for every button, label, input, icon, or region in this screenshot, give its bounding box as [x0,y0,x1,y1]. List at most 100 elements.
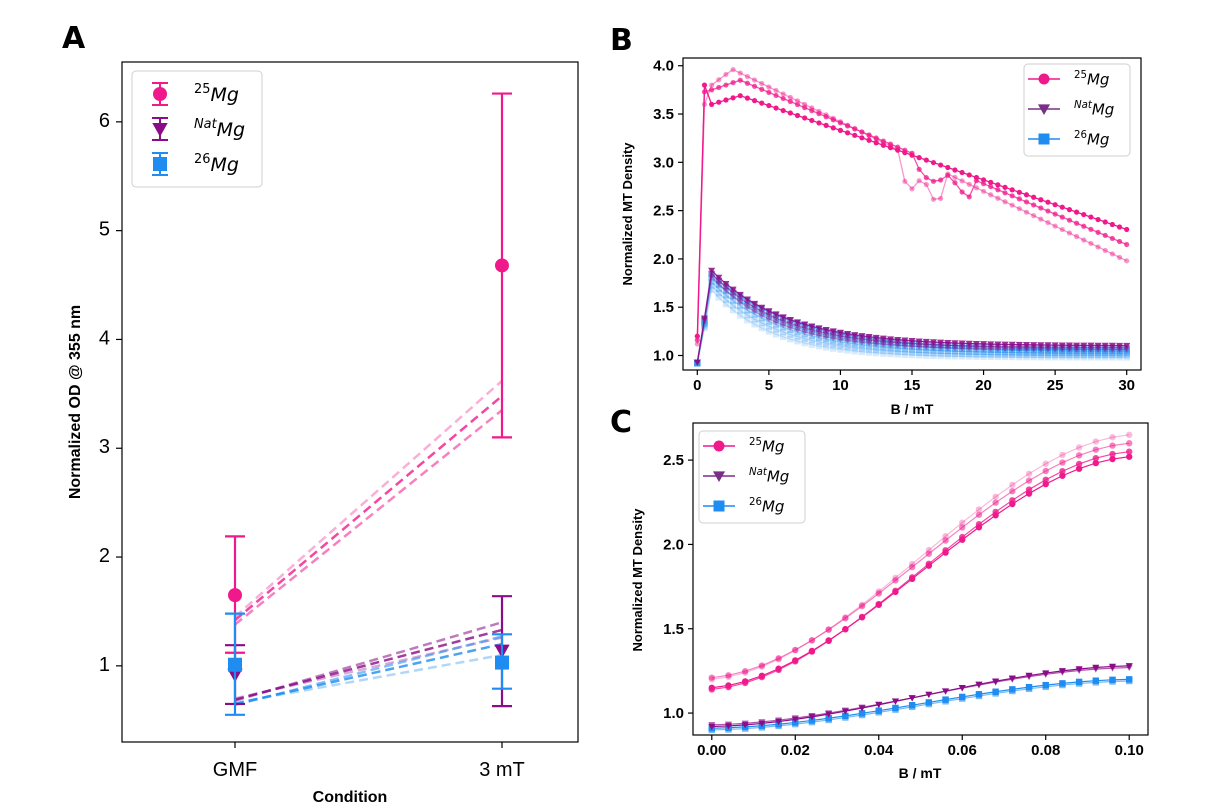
data-point [765,328,773,335]
data-point-25Mg [744,73,751,80]
data-point [751,316,758,323]
data-point [987,348,994,356]
data-point [724,723,733,730]
panel-c-frame [692,422,1149,736]
panel-a-chart: 1 2 3 4 5 6 GMF 3 mT Condition Normalized OD @ … [67,61,579,806]
data-point-25Mg [923,181,929,188]
data-point [987,351,994,358]
data-point-25Mg [830,125,836,131]
data-point [836,329,844,337]
data-point [1030,349,1037,356]
data-point [765,318,773,325]
data-point-25Mg [952,167,958,173]
data-point-25Mg [995,195,1001,201]
legend-label-NatMg: NatMg [194,117,245,141]
data-point [808,332,816,340]
panel-c-legend: 25Mg NatMg 26Mg [698,430,806,524]
data-point [942,549,949,556]
data-point [972,340,980,348]
data-point [958,340,966,347]
data-point [801,330,808,338]
data-point [1109,676,1116,684]
data-point-25Mg [809,117,815,124]
data-point [925,691,933,699]
legend-marker [153,157,167,171]
data-point-25Mg [988,179,994,185]
data-point-25Mg [787,110,793,116]
data-point-25Mg [916,166,922,172]
data-point [923,352,930,359]
data-point [758,312,766,319]
legend-marker [1038,73,1050,85]
data-point [837,346,844,353]
data-point-25Mg [959,189,965,195]
data-point-25Mg [737,77,743,83]
data-point-25Mg [1023,192,1030,198]
data-point [844,334,852,341]
data-point [772,311,780,318]
data-point [873,346,880,354]
data-point-25Mg [773,105,779,111]
data-point [751,300,759,308]
data-point [1008,351,1016,358]
data-point-25Mg [866,132,872,138]
data-point [1126,448,1133,455]
data-point [1009,481,1016,489]
data-point [966,350,973,358]
panel-label-a: A [62,21,86,56]
data-point [925,562,933,569]
data-point [901,345,909,352]
y-tick-label: 4 [99,327,110,349]
data-point [844,337,852,344]
data-point [829,335,837,342]
data-point [915,338,923,345]
data-point [801,335,808,342]
data-point [736,295,744,302]
data-point [980,341,988,348]
y-tick-label: 1.5 [653,299,674,316]
data-point-25Mg [816,120,822,126]
data-point-25Mg [1116,224,1123,230]
data-point-25Mg [709,87,715,93]
y-tick-label: 1.0 [663,705,684,722]
data-point-25Mg [773,87,779,94]
data-point [751,311,758,318]
data-point [851,344,858,351]
data-point-25Mg [766,89,772,95]
data-point [765,323,773,330]
data-point [751,308,759,315]
data-point [1051,354,1059,361]
data-point [992,512,999,519]
mean-point-26Mg [495,655,509,670]
data-point-25Mg [709,101,715,107]
data-point [1075,460,1083,468]
data-point [959,536,966,543]
data-point [1116,354,1123,361]
data-point-25Mg [1102,232,1108,238]
data-point [758,662,766,669]
data-point [1025,470,1033,477]
panel-a-xlabel: Condition [313,789,388,806]
data-point [1042,460,1049,467]
data-point-25Mg [1016,196,1022,202]
data-point-25Mg [787,98,793,105]
data-point [1066,352,1073,359]
data-point [715,285,722,293]
data-point [915,349,923,356]
data-point [1059,680,1066,687]
data-point [715,289,722,297]
series-line [696,288,1127,364]
data-point [1008,349,1016,356]
data-point [992,678,1000,685]
data-point [865,345,873,353]
data-point [801,321,809,328]
data-point-25Mg [709,82,715,88]
x-tick-label: 10 [832,377,849,394]
data-point [1116,350,1123,357]
data-point [891,698,899,705]
data-point [743,304,751,311]
data-point-25Mg [694,333,700,339]
data-point-25Mg [823,122,829,129]
data-point [894,336,902,344]
data-point-25Mg [802,115,808,121]
